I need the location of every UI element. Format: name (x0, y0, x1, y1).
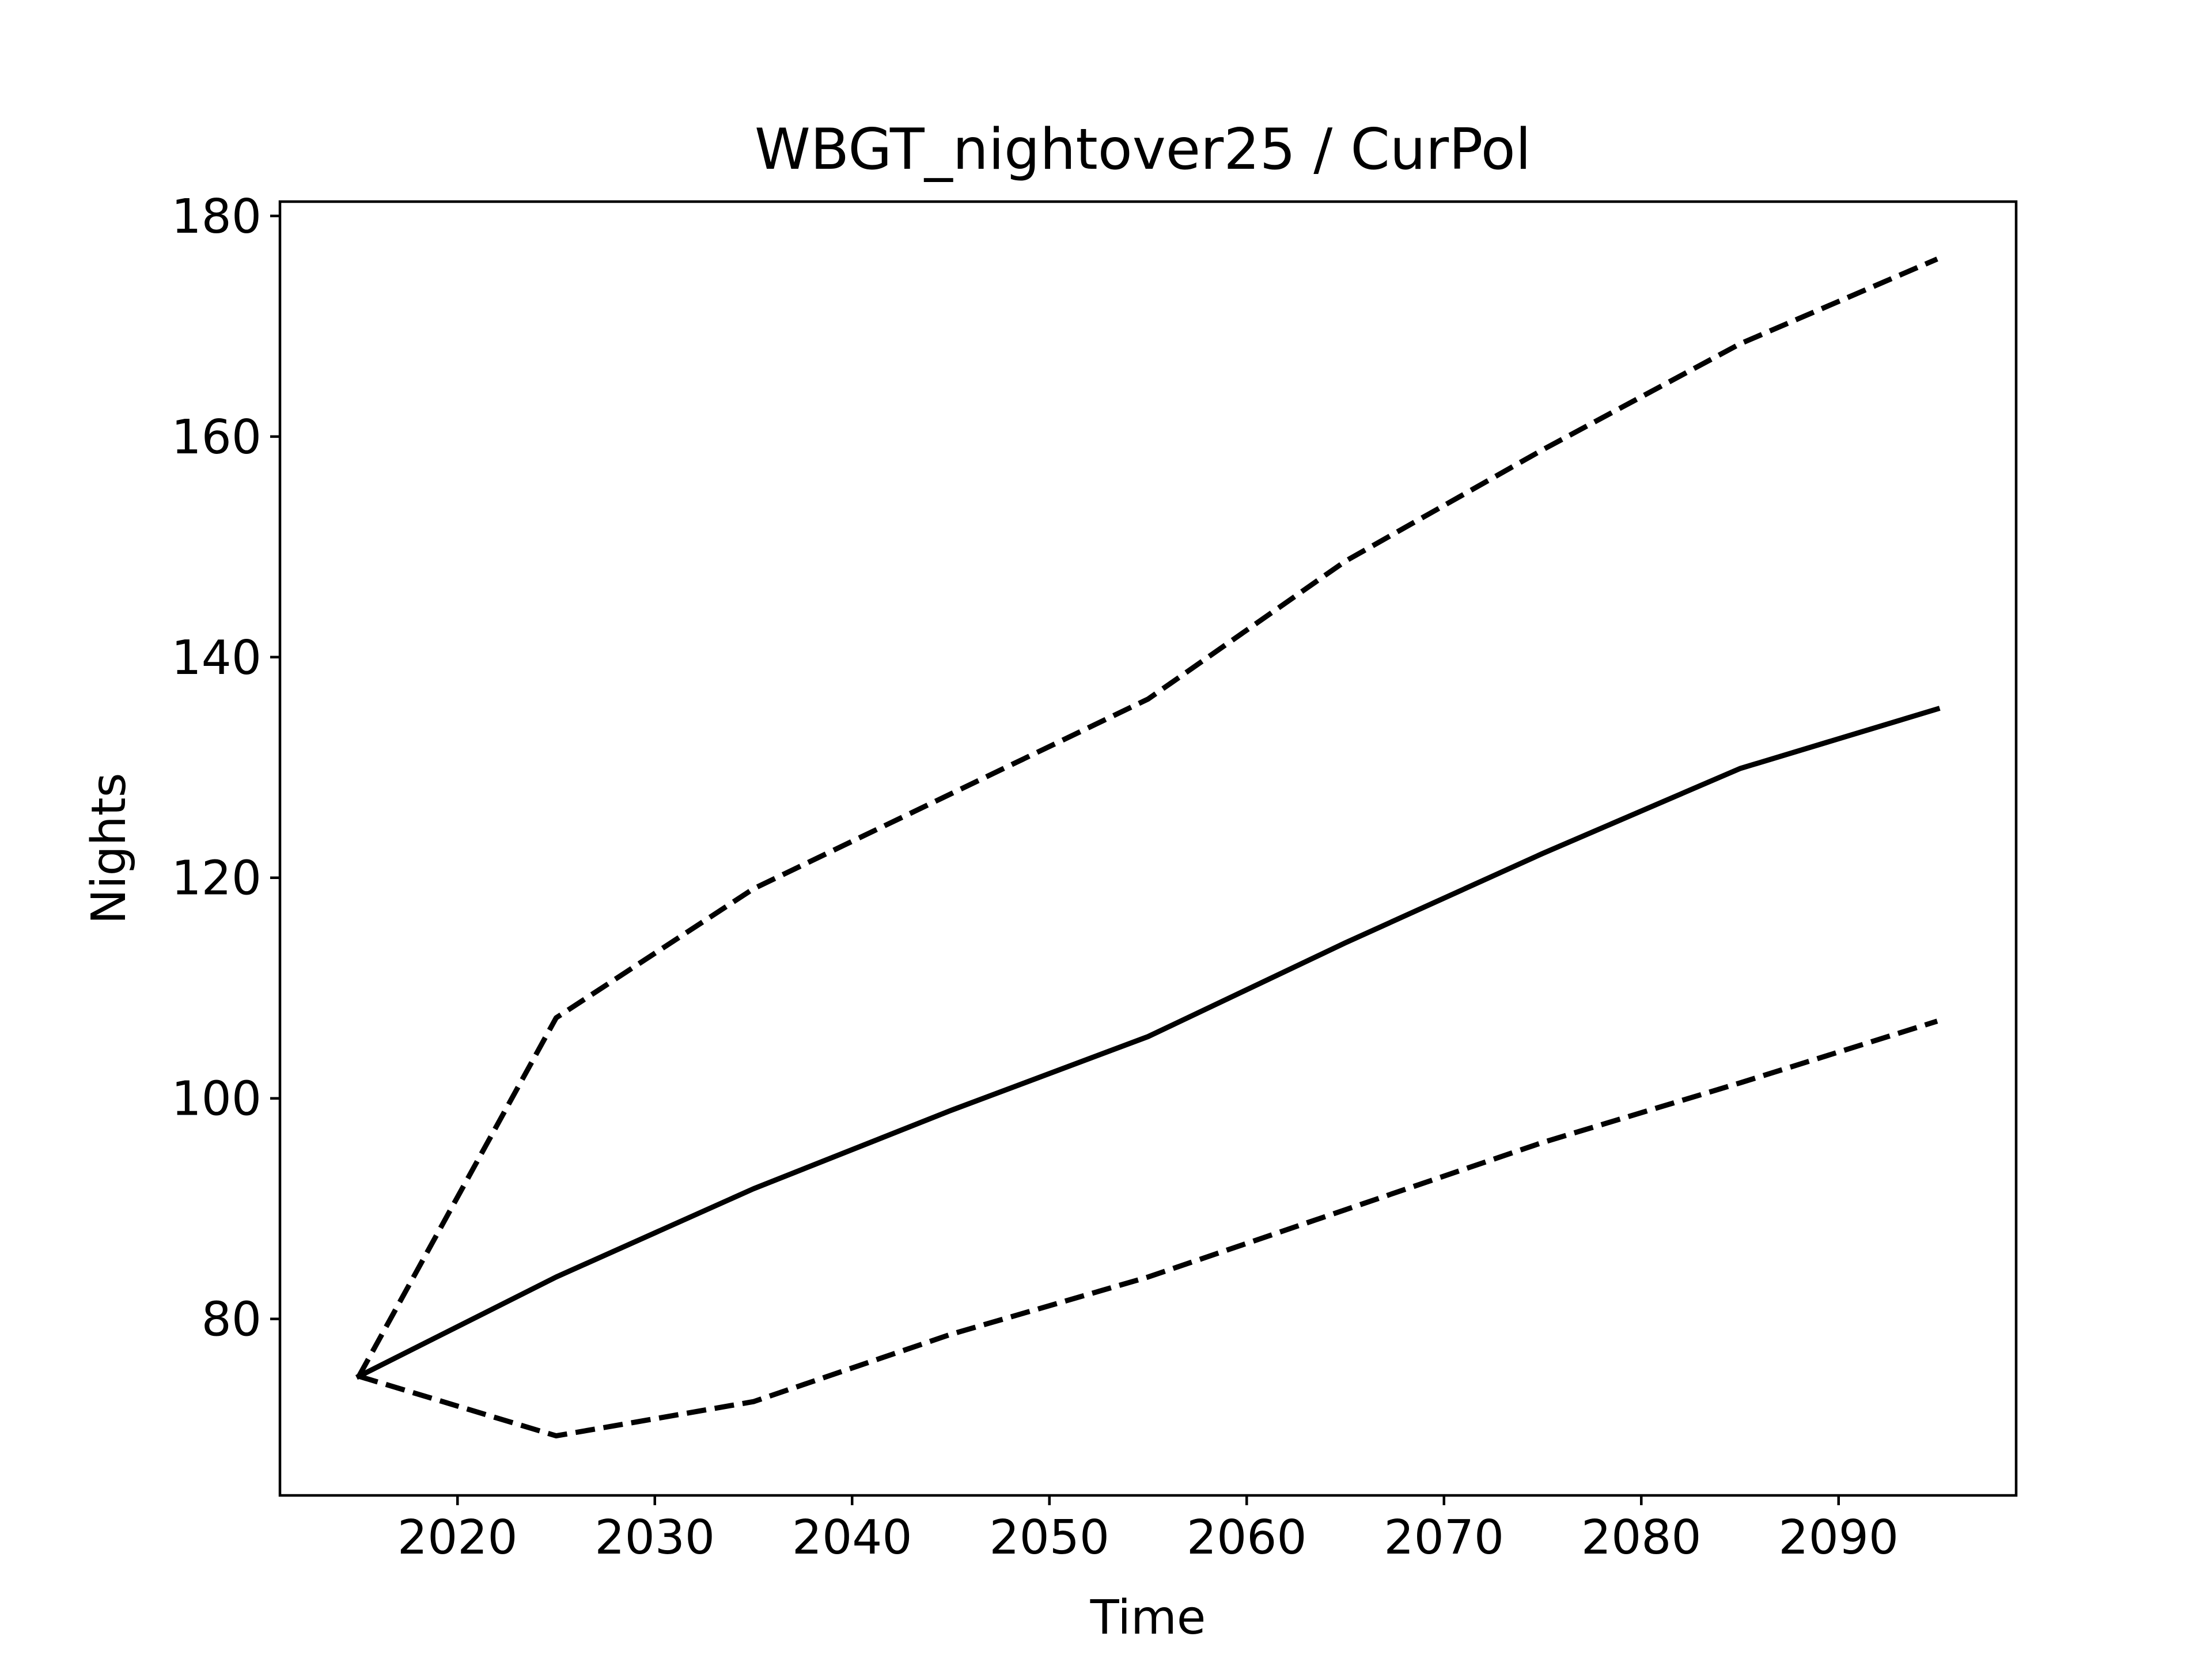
x-tick-label: 2040 (792, 1510, 912, 1565)
x-tick-label: 2030 (594, 1510, 715, 1565)
series-line-1-solid (355, 706, 1941, 1380)
x-tick-label: 2020 (397, 1510, 518, 1565)
chart-title: WBGT_nightover25 / CurPol (755, 117, 1531, 183)
x-tick-label: 2080 (1581, 1510, 1702, 1565)
x-tick-label: 2060 (1187, 1510, 1307, 1565)
y-axis-ticks: 80 100 120 140 160 180 (171, 190, 280, 1347)
x-tick-label: 2090 (1778, 1510, 1899, 1565)
x-tick-label: 2070 (1384, 1510, 1504, 1565)
x-axis-label: Time (1090, 1590, 1206, 1645)
series-line-3-dashed (358, 1018, 1938, 1439)
y-tick-label: 120 (171, 851, 262, 906)
y-tick-label: 160 (171, 410, 262, 465)
y-tick-label: 100 (171, 1072, 262, 1127)
series-line-2-dashed (357, 256, 1938, 1378)
y-tick-label: 180 (171, 190, 262, 244)
y-tick-label: 140 (171, 631, 262, 685)
axes-frame (278, 200, 2018, 1497)
x-axis-ticks: 2020 2030 2040 2050 2060 2070 2080 2090 (397, 1495, 1899, 1565)
plot-area (355, 256, 1941, 1439)
x-tick-label: 2050 (989, 1510, 1109, 1565)
y-tick-label: 80 (202, 1293, 262, 1347)
y-axis-label: Nights (82, 772, 137, 924)
